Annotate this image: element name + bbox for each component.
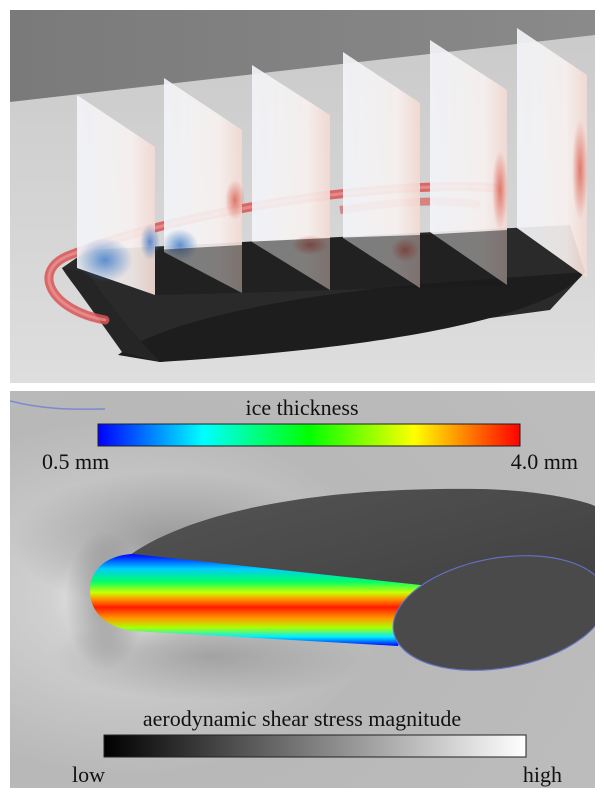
ceiling-wall bbox=[10, 10, 595, 102]
shear-colorbar-max-label: high bbox=[523, 762, 562, 787]
shear-colorbar-title: aerodynamic shear stress magnitude bbox=[143, 706, 461, 731]
slice-shadows bbox=[155, 230, 507, 295]
edge-line bbox=[10, 400, 106, 410]
ice-colorbar-title: ice thickness bbox=[245, 395, 358, 420]
shear-colorbar-min-label: low bbox=[72, 762, 105, 787]
wing-cross-section bbox=[392, 555, 595, 671]
wing-slices-render bbox=[10, 10, 595, 383]
ice-thickness-colorbar: ice thickness 0.5 mm 4.0 mm bbox=[42, 395, 578, 474]
ice-colorbar-min-label: 0.5 mm bbox=[42, 449, 109, 474]
shear-stress-colorbar: aerodynamic shear stress magnitude low h… bbox=[72, 706, 562, 787]
slice-plane-1 bbox=[77, 95, 160, 295]
shear-colorbar-gradient bbox=[103, 734, 527, 758]
top-visualization-panel bbox=[10, 10, 595, 383]
ice-colorbar-max-label: 4.0 mm bbox=[511, 449, 578, 474]
ice-thickness-render: ice thickness 0.5 mm 4.0 mm aerodynamic … bbox=[10, 391, 595, 788]
slice-plane-5 bbox=[430, 40, 508, 285]
slice-plane-6 bbox=[517, 28, 588, 278]
bottom-visualization-panel: ice thickness 0.5 mm 4.0 mm aerodynamic … bbox=[10, 391, 595, 788]
ice-colorbar-gradient bbox=[97, 423, 521, 447]
ice-accretion-band bbox=[90, 554, 430, 646]
